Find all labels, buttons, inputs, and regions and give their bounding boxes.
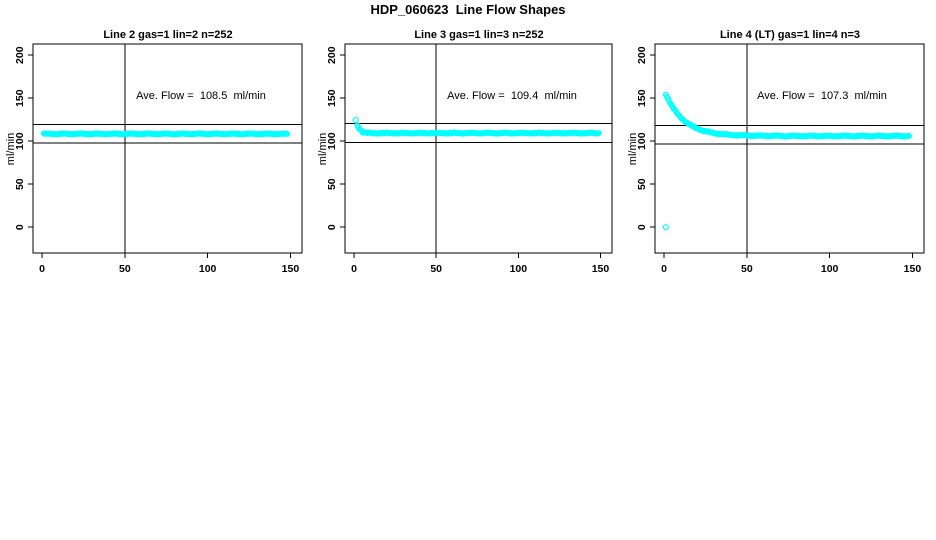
- data-points: [662, 91, 912, 231]
- y-tick-label: 150: [636, 89, 648, 107]
- plot-box: [32, 43, 303, 254]
- panel-2-average-flow-annotation: Ave. Flow = 109.4 ml/min: [447, 90, 577, 102]
- y-tick-label: 0: [636, 224, 648, 230]
- plot-box: [344, 43, 613, 254]
- x-tick-label: 0: [351, 263, 357, 275]
- y-tick-label: 200: [636, 46, 648, 64]
- y-tick-label: 100: [326, 132, 338, 150]
- data-points: [352, 116, 602, 137]
- y-tick-label: 0: [326, 224, 338, 230]
- y-tick-label: 50: [636, 178, 648, 190]
- x-tick-label: 100: [510, 263, 528, 275]
- y-tick-label: 200: [14, 46, 26, 64]
- x-tick-label: 50: [430, 263, 442, 275]
- figure-title: HDP_060623 Line Flow Shapes: [370, 2, 566, 17]
- plots-canvas: 0 50 100 150 0 50 100 150 200 0 50 100 150 0 50 100 150 2…: [14, 43, 925, 275]
- y-tick-label: 50: [326, 178, 338, 190]
- panel-1-average-flow-annotation: Ave. Flow = 108.5 ml/min: [136, 90, 266, 102]
- panel-3-plot: 0 50 100 150 0 50 100 150 200: [636, 43, 925, 275]
- y-tick-label: 100: [14, 132, 26, 150]
- y-tick-label: 50: [14, 178, 26, 190]
- panel-3-average-flow-annotation: Ave. Flow = 107.3 ml/min: [757, 90, 887, 102]
- x-tick-label: 100: [199, 263, 217, 275]
- panel-2-plot: 0 50 100 150 0 50 100 150 200: [326, 43, 613, 275]
- y-tick-label: 200: [326, 46, 338, 64]
- y-tick-label: 100: [636, 132, 648, 150]
- panel-2-title: Line 3 gas=1 lin=3 n=252: [414, 29, 544, 41]
- x-tick-label: 150: [904, 263, 922, 275]
- data-points: [40, 130, 291, 138]
- x-tick-label: 150: [282, 263, 300, 275]
- x-tick-label: 0: [39, 263, 45, 275]
- y-tick-label: 0: [14, 224, 26, 230]
- outlier-point: [352, 116, 359, 124]
- panel-1-title: Line 2 gas=1 lin=2 n=252: [103, 29, 233, 41]
- outlier-point: [662, 224, 669, 231]
- x-tick-label: 150: [592, 263, 610, 275]
- panel-1-plot: 0 50 100 150 0 50 100 150 200: [14, 43, 303, 275]
- x-tick-label: 50: [741, 263, 753, 275]
- y-tick-label: 150: [326, 89, 338, 107]
- x-tick-label: 50: [119, 263, 131, 275]
- x-tick-label: 0: [661, 263, 667, 275]
- panel-3-title: Line 4 (LT) gas=1 lin=4 n=3: [719, 29, 861, 41]
- x-tick-label: 100: [821, 263, 839, 275]
- y-tick-label: 150: [14, 89, 26, 107]
- plot-box: [654, 43, 925, 254]
